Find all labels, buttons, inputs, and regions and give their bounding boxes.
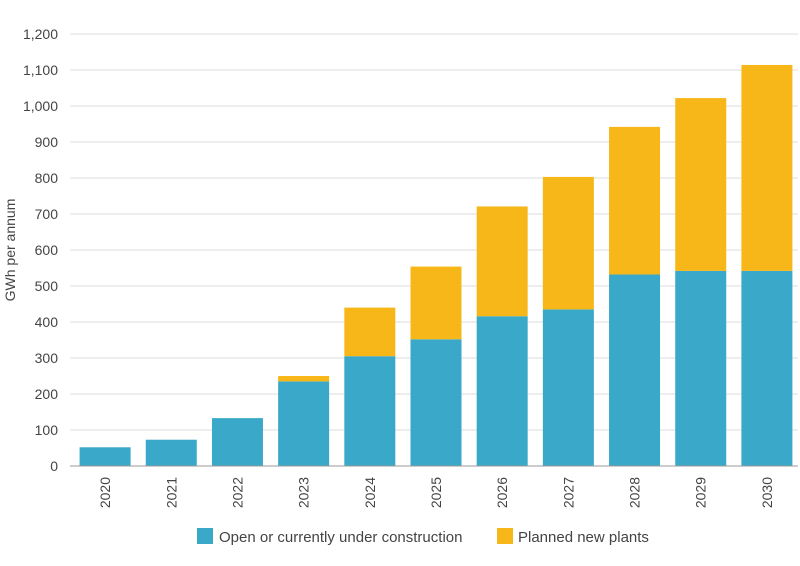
bar-2024-series-0: [344, 356, 396, 466]
y-tick-label: 200: [35, 386, 59, 402]
bar-2029-series-1: [675, 98, 727, 271]
bar-2021-series-0: [145, 439, 197, 466]
bar-2020-series-0: [79, 447, 131, 466]
y-tick-label: 900: [35, 134, 59, 150]
bar-2030-series-0: [741, 270, 793, 466]
bar-2024-series-1: [344, 307, 396, 357]
bar-2025-series-1: [410, 266, 462, 340]
x-tick-label: 2025: [428, 477, 444, 508]
y-tick-label: 700: [35, 206, 59, 222]
legend-label-0: Open or currently under construction: [219, 529, 462, 546]
y-tick-label: 100: [35, 422, 59, 438]
y-tick-label: 500: [35, 278, 59, 294]
y-tick-label: 400: [35, 314, 59, 330]
bar-2028-series-1: [609, 126, 661, 275]
y-tick-label: 1,100: [23, 62, 58, 78]
y-tick-label: 800: [35, 170, 59, 186]
x-tick-label: 2030: [759, 477, 775, 508]
bar-2027-series-1: [542, 176, 594, 310]
y-tick-label: 600: [35, 242, 59, 258]
x-tick-label: 2027: [560, 477, 576, 508]
bar-2029-series-0: [675, 270, 727, 466]
legend-swatch-1: [497, 528, 513, 544]
bar-2030-series-1: [741, 64, 793, 271]
x-tick-label: 2028: [627, 477, 643, 508]
x-tick-label: 2024: [362, 477, 378, 508]
x-tick-label: 2026: [494, 477, 510, 508]
bar-2027-series-0: [542, 309, 594, 466]
x-tick-label: 2023: [296, 477, 312, 508]
bar-2023-series-0: [278, 381, 330, 466]
legend-label-1: Planned new plants: [518, 529, 649, 546]
bar-2028-series-0: [609, 274, 661, 466]
legend-swatch-0: [197, 528, 213, 544]
y-tick-label: 1,200: [23, 26, 58, 42]
y-tick-label: 0: [50, 458, 58, 474]
bar-2025-series-0: [410, 339, 462, 466]
x-tick-label: 2029: [693, 477, 709, 508]
bar-2026-series-1: [476, 206, 528, 317]
bars: [79, 64, 793, 466]
bar-2022-series-0: [211, 418, 263, 466]
bar-2023-series-1: [278, 376, 330, 382]
legend: Open or currently under construction Plan…: [197, 528, 649, 546]
x-tick-label: 2022: [229, 477, 245, 508]
x-tick-label: 2020: [97, 477, 113, 508]
bar-2026-series-0: [476, 316, 528, 466]
x-axis-ticks: 2020 2021 2022 2023 2024 2025 2026 2027 2028 2029…: [97, 477, 775, 508]
y-tick-label: 300: [35, 350, 59, 366]
y-axis-title: GWh per annum: [2, 199, 18, 302]
y-axis-ticks: 0 100 200 300 400 500 600 700 800 900 1,000 1,100 1,…: [23, 26, 58, 474]
x-tick-label: 2021: [163, 477, 179, 508]
y-tick-label: 1,000: [23, 98, 58, 114]
